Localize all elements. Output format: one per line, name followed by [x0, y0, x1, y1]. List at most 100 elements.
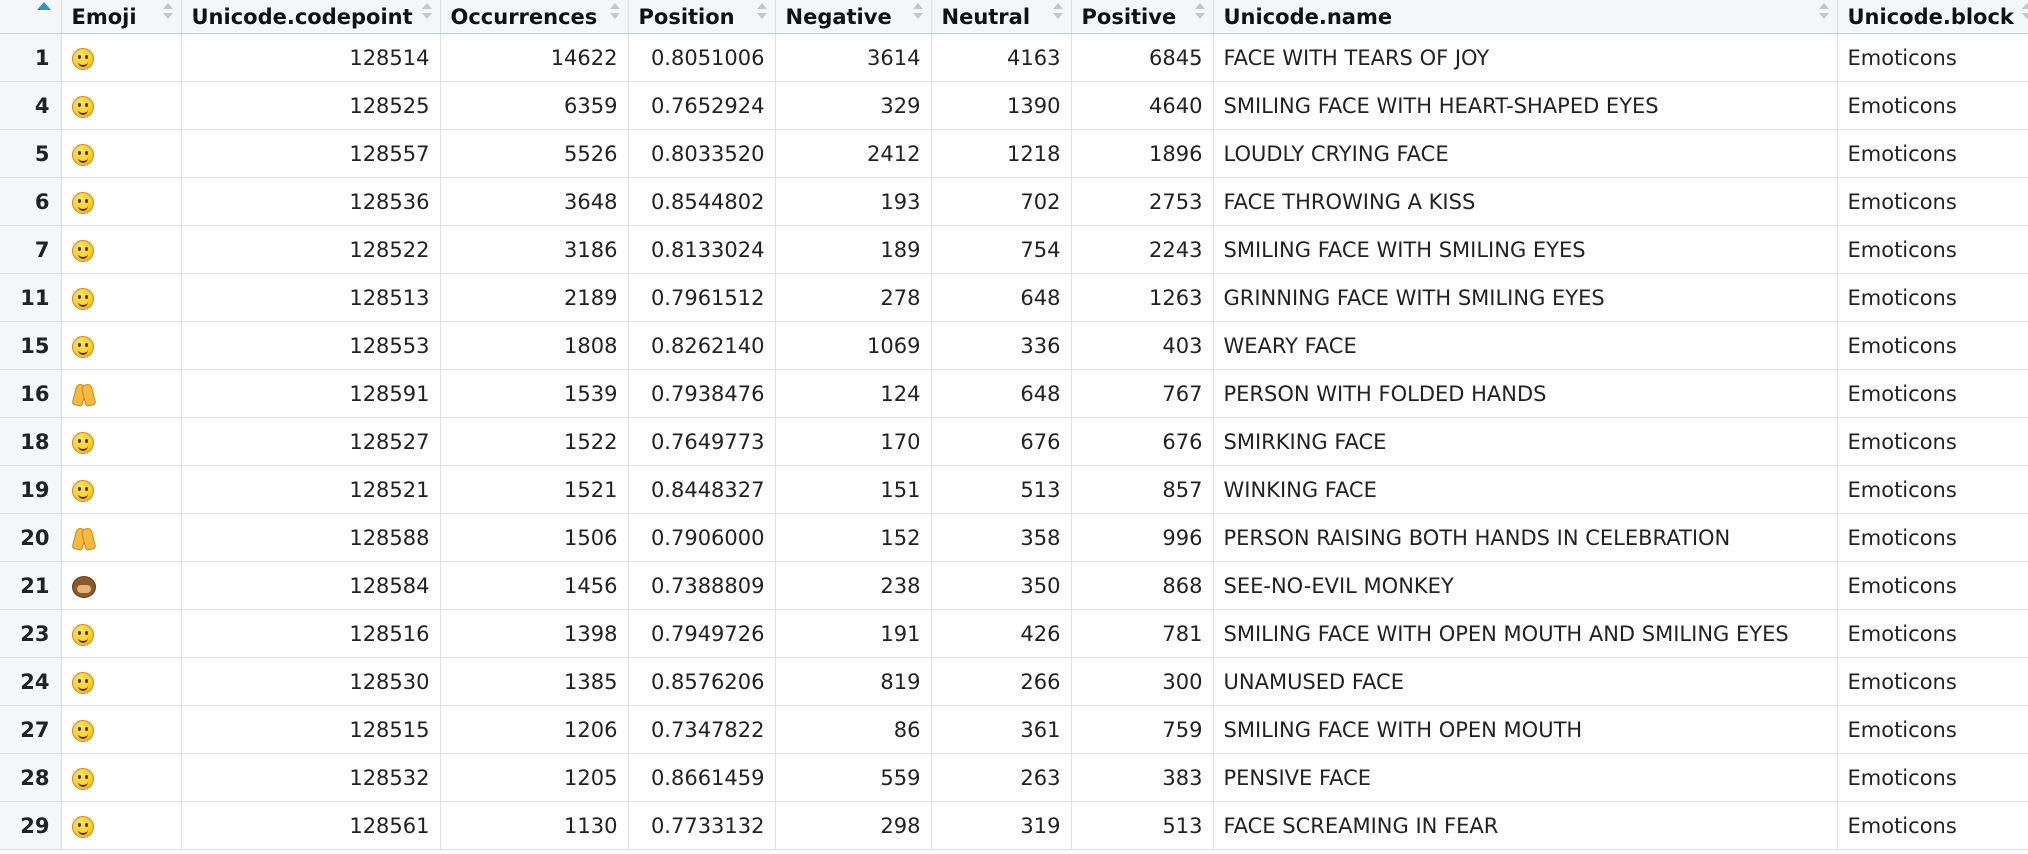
column-header-negative[interactable]: Negative [775, 0, 932, 34]
position-cell: 0.7652924 [628, 81, 776, 130]
table-row[interactable]: 20 128588 1506 0.7906000 152 358 996 PER… [0, 513, 2028, 562]
position-cell: 0.8033520 [628, 129, 776, 178]
unicode-block-cell: Emoticons [1837, 657, 2028, 706]
table-row[interactable]: 27 128515 1206 0.7347822 86 361 759 SMIL… [0, 705, 2028, 754]
sort-arrows-icon[interactable] [1194, 2, 1205, 22]
neutral-cell: 336 [931, 321, 1072, 370]
position-cell: 0.7961512 [628, 273, 776, 322]
heart-eyes-face-icon [71, 95, 94, 118]
table-row[interactable]: 19 128521 1521 0.8448327 151 513 857 WIN… [0, 465, 2028, 514]
occurrences-cell: 3186 [440, 225, 629, 274]
column-header-unicode-block[interactable]: Unicode.block [1837, 0, 2028, 34]
unicode-block-cell: Emoticons [1837, 81, 2028, 130]
occurrences-cell: 1398 [440, 609, 629, 658]
table-row[interactable]: 23 128516 1398 0.7949726 191 426 781 SMI… [0, 609, 2028, 658]
table-row[interactable]: 7 128522 3186 0.8133024 189 754 2243 SMI… [0, 225, 2028, 274]
position-cell: 0.8133024 [628, 225, 776, 274]
column-header-unicode-codepoint[interactable]: Unicode.codepoint [181, 0, 441, 34]
column-header-position[interactable]: Position [628, 0, 776, 34]
unicode-block-cell: Emoticons [1837, 417, 2028, 466]
sort-arrows-icon[interactable] [1052, 2, 1063, 22]
table-row[interactable]: 18 128527 1522 0.7649773 170 676 676 SMI… [0, 417, 2028, 466]
sort-arrows-icon[interactable] [162, 2, 173, 22]
row-index: 19 [0, 465, 62, 514]
table-row[interactable]: 6 128536 3648 0.8544802 193 702 2753 FAC… [0, 177, 2028, 226]
neutral-cell: 676 [931, 417, 1072, 466]
unicode-name-cell: WINKING FACE [1213, 465, 1838, 514]
emoji-cell [61, 129, 182, 178]
sort-arrows-icon[interactable] [756, 2, 767, 22]
negative-cell: 124 [775, 369, 932, 418]
column-header-neutral[interactable]: Neutral [931, 0, 1072, 34]
codepoint-cell: 128514 [181, 33, 441, 82]
face-screaming-in-fear-icon [71, 815, 94, 838]
sort-arrows-icon[interactable] [1818, 2, 1829, 22]
table-row[interactable]: 24 128530 1385 0.8576206 819 266 300 UNA… [0, 657, 2028, 706]
unicode-block-cell: Emoticons [1837, 177, 2028, 226]
positive-cell: 6845 [1071, 33, 1214, 82]
emoji-cell [61, 369, 182, 418]
face-with-tears-of-joy-icon [71, 47, 94, 70]
column-header-positive[interactable]: Positive [1071, 0, 1214, 34]
positive-cell: 2243 [1071, 225, 1214, 274]
codepoint-cell: 128584 [181, 561, 441, 610]
unicode-name-cell: PENSIVE FACE [1213, 753, 1838, 802]
raising-hands-icon [72, 526, 96, 550]
positive-cell: 1263 [1071, 273, 1214, 322]
codepoint-cell: 128588 [181, 513, 441, 562]
emoji-cell [61, 225, 182, 274]
table-row[interactable]: 1 128514 14622 0.8051006 3614 4163 6845 … [0, 33, 2028, 82]
sort-arrows-icon[interactable] [912, 2, 923, 22]
table-row[interactable]: 4 128525 6359 0.7652924 329 1390 4640 SM… [0, 81, 2028, 130]
positive-cell: 759 [1071, 705, 1214, 754]
positive-cell: 300 [1071, 657, 1214, 706]
header-row: Emoji Unicode.codepoint Occurrences Posi… [0, 0, 2028, 34]
sort-arrows-icon[interactable] [609, 2, 620, 22]
table-row[interactable]: 15 128553 1808 0.8262140 1069 336 403 WE… [0, 321, 2028, 370]
sort-arrows-icon[interactable] [421, 2, 432, 22]
position-cell: 0.7906000 [628, 513, 776, 562]
positive-cell: 513 [1071, 801, 1214, 850]
table-row[interactable]: 28 128532 1205 0.8661459 559 263 383 PEN… [0, 753, 2028, 802]
table-row[interactable]: 11 128513 2189 0.7961512 278 648 1263 GR… [0, 273, 2028, 322]
unicode-name-cell: FACE SCREAMING IN FEAR [1213, 801, 1838, 850]
row-index: 28 [0, 753, 62, 802]
column-header-unicode-name[interactable]: Unicode.name [1213, 0, 1838, 34]
codepoint-cell: 128522 [181, 225, 441, 274]
loudly-crying-face-icon [71, 143, 94, 166]
unicode-block-cell: Emoticons [1837, 705, 2028, 754]
positive-cell: 4640 [1071, 81, 1214, 130]
position-cell: 0.8661459 [628, 753, 776, 802]
unicode-name-cell: FACE WITH TEARS OF JOY [1213, 33, 1838, 82]
column-header-occurrences[interactable]: Occurrences [440, 0, 629, 34]
smiling-open-mouth-face-icon [71, 719, 94, 742]
position-cell: 0.8262140 [628, 321, 776, 370]
column-header-emoji[interactable]: Emoji [61, 0, 182, 34]
face-throwing-kiss-icon [71, 191, 94, 214]
codepoint-cell: 128525 [181, 81, 441, 130]
unamused-face-icon [71, 671, 94, 694]
table-row[interactable]: 16 128591 1539 0.7938476 124 648 767 PER… [0, 369, 2028, 418]
negative-cell: 2412 [775, 129, 932, 178]
negative-cell: 329 [775, 81, 932, 130]
position-cell: 0.8051006 [628, 33, 776, 82]
column-header-label: Position [638, 4, 735, 29]
negative-cell: 1069 [775, 321, 932, 370]
negative-cell: 151 [775, 465, 932, 514]
row-index: 23 [0, 609, 62, 658]
negative-cell: 298 [775, 801, 932, 850]
table-row[interactable]: 5 128557 5526 0.8033520 2412 1218 1896 L… [0, 129, 2028, 178]
row-index-header[interactable] [0, 0, 62, 34]
unicode-block-cell: Emoticons [1837, 129, 2028, 178]
table-row[interactable]: 29 128561 1130 0.7733132 298 319 513 FAC… [0, 801, 2028, 850]
unicode-block-cell: Emoticons [1837, 321, 2028, 370]
column-header-label: Negative [785, 4, 892, 29]
codepoint-cell: 128532 [181, 753, 441, 802]
emoji-cell [61, 801, 182, 850]
position-cell: 0.8576206 [628, 657, 776, 706]
unicode-block-cell: Emoticons [1837, 225, 2028, 274]
sort-arrows-icon[interactable] [2021, 2, 2028, 22]
table-row[interactable]: 21 128584 1456 0.7388809 238 350 868 SEE… [0, 561, 2028, 610]
folded-hands-icon [72, 382, 96, 406]
